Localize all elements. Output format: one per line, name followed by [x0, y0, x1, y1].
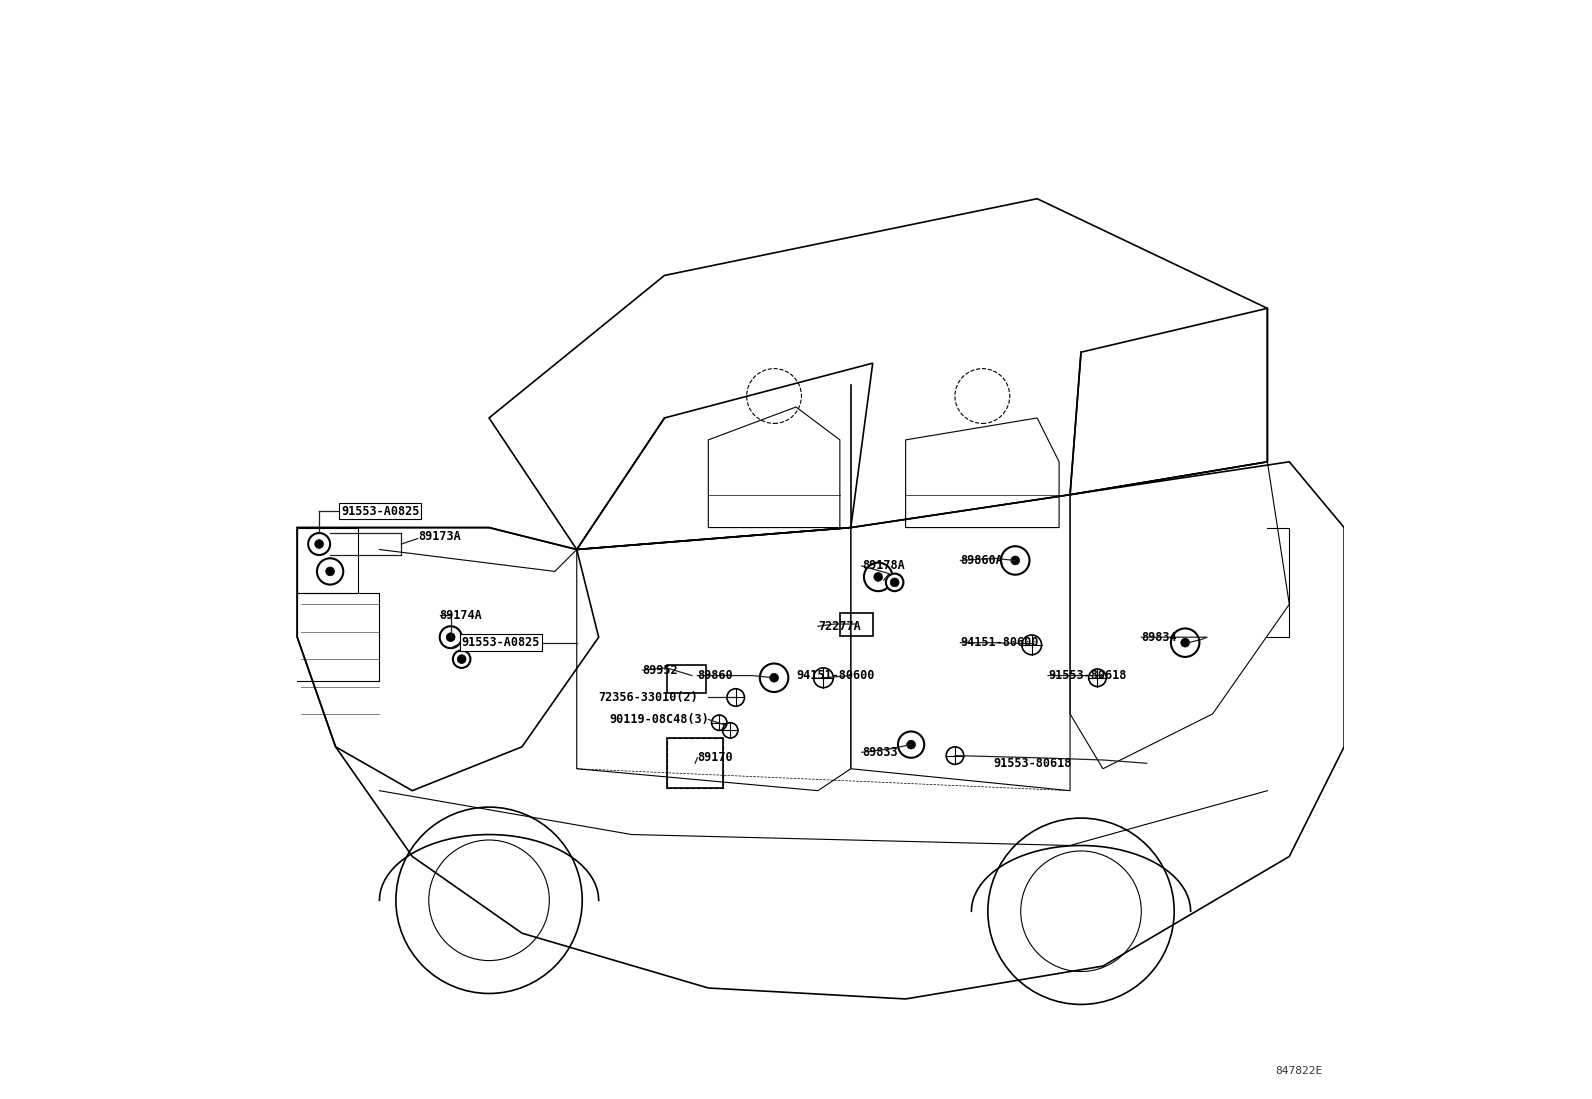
Circle shape: [890, 578, 899, 587]
Text: 89860A: 89860A: [960, 554, 1003, 567]
Circle shape: [864, 563, 893, 591]
Text: 89173A: 89173A: [417, 530, 460, 543]
Circle shape: [315, 540, 323, 548]
Text: 89170: 89170: [697, 752, 732, 764]
Text: 72356-33010(2): 72356-33010(2): [599, 691, 699, 704]
Circle shape: [874, 573, 882, 581]
Text: 72277A: 72277A: [818, 620, 861, 633]
Circle shape: [1181, 639, 1189, 647]
Circle shape: [439, 626, 462, 648]
Text: 91553-A0825: 91553-A0825: [341, 504, 419, 518]
Text: 89952: 89952: [643, 664, 678, 677]
Text: 89178A: 89178A: [861, 559, 904, 573]
Text: 94151-80600: 94151-80600: [796, 669, 874, 682]
Text: 94151-80600: 94151-80600: [960, 636, 1040, 650]
Circle shape: [326, 567, 334, 576]
Circle shape: [1001, 546, 1030, 575]
FancyBboxPatch shape: [841, 612, 872, 635]
Circle shape: [446, 633, 455, 642]
Text: 89834: 89834: [1141, 631, 1176, 644]
Text: 91553-A0825: 91553-A0825: [462, 636, 540, 650]
Text: 89860: 89860: [697, 669, 732, 682]
Circle shape: [1170, 629, 1199, 657]
Circle shape: [885, 574, 903, 591]
Circle shape: [898, 732, 925, 758]
Circle shape: [907, 741, 915, 750]
Circle shape: [309, 533, 330, 555]
Circle shape: [759, 664, 788, 692]
Text: 847822E: 847822E: [1275, 1066, 1323, 1076]
Text: 89833: 89833: [861, 746, 898, 758]
FancyBboxPatch shape: [667, 739, 723, 788]
Circle shape: [769, 674, 778, 682]
Text: 91553-80618: 91553-80618: [993, 757, 1071, 769]
Circle shape: [317, 558, 344, 585]
FancyBboxPatch shape: [667, 665, 707, 692]
Text: 89174A: 89174A: [439, 609, 482, 622]
Circle shape: [457, 655, 466, 664]
Text: 91553-80618: 91553-80618: [1048, 669, 1127, 682]
Circle shape: [452, 651, 470, 668]
Text: 90119-08C48(3): 90119-08C48(3): [610, 713, 710, 726]
Circle shape: [1011, 556, 1019, 565]
